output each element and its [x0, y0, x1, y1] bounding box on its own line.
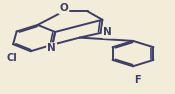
Text: Cl: Cl [7, 53, 18, 63]
Text: O: O [60, 3, 68, 13]
Text: N: N [103, 27, 112, 37]
Text: N: N [47, 43, 56, 53]
Text: F: F [134, 75, 141, 85]
